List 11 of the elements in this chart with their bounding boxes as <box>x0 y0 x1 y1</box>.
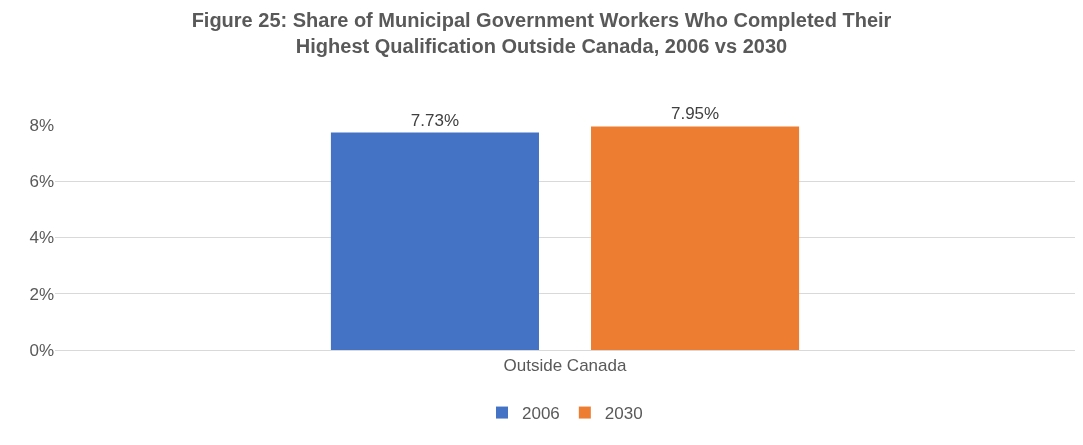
y-tick-label: 6% <box>29 172 54 192</box>
data-label: 7.95% <box>670 104 720 124</box>
y-tick-label: 8% <box>29 115 54 135</box>
data-label: 7.73% <box>410 110 460 130</box>
y-tick-label: 2% <box>29 284 54 304</box>
legend-label: 2006 <box>522 404 560 424</box>
x-tick-label: Outside Canada <box>503 356 627 376</box>
y-tick-label: 0% <box>29 340 54 360</box>
y-tick-label: 4% <box>29 228 54 248</box>
chart-title: Figure 25: Share of Municipal Government Workers Who Completed Their Highest Qualification Outside Canada, 2006 vs 2030 <box>191 8 892 57</box>
legend-label: 2030 <box>604 404 643 424</box>
